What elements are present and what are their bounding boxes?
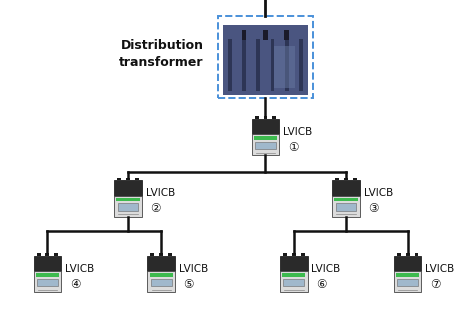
Bar	[263, 30, 268, 40]
Bar	[37, 279, 58, 286]
Bar	[151, 279, 172, 286]
Bar	[223, 25, 308, 94]
Bar	[168, 253, 172, 256]
Bar	[335, 178, 339, 180]
Bar	[34, 271, 61, 292]
Text: ①: ①	[288, 141, 298, 154]
Bar	[394, 256, 421, 271]
Text: Distribution
transformer: Distribution transformer	[119, 38, 204, 69]
Bar	[335, 198, 357, 201]
Bar	[280, 256, 308, 271]
Bar	[147, 256, 175, 271]
Bar	[254, 136, 277, 140]
Bar	[336, 203, 356, 211]
Bar	[114, 196, 142, 217]
Bar	[150, 253, 155, 256]
Bar	[301, 253, 305, 256]
Text: ⑥: ⑥	[316, 278, 327, 291]
Bar	[46, 253, 49, 256]
Bar	[283, 253, 287, 256]
Bar	[252, 134, 279, 155]
Bar	[397, 253, 401, 256]
Bar	[36, 253, 41, 256]
Bar	[147, 271, 175, 292]
Bar	[117, 198, 139, 201]
Text: ⑦: ⑦	[430, 278, 440, 291]
Bar	[284, 30, 289, 40]
Bar	[396, 273, 419, 277]
Bar	[159, 253, 163, 256]
Bar	[272, 116, 276, 119]
Text: ⑤: ⑤	[183, 278, 194, 291]
Bar	[299, 39, 303, 91]
Text: LVICB: LVICB	[179, 264, 208, 274]
Bar	[126, 178, 130, 180]
Bar	[218, 16, 313, 98]
Bar	[344, 178, 348, 180]
Bar	[150, 273, 173, 277]
Bar	[394, 271, 421, 292]
Bar	[34, 256, 61, 271]
Bar	[36, 273, 59, 277]
Text: ②: ②	[150, 202, 161, 215]
Text: LVICB: LVICB	[425, 264, 455, 274]
Bar	[271, 39, 274, 91]
Bar	[332, 196, 360, 217]
Text: ③: ③	[368, 202, 379, 215]
Bar	[397, 279, 418, 286]
Bar	[280, 271, 308, 292]
Bar	[114, 180, 142, 196]
Bar	[292, 253, 296, 256]
Bar	[252, 119, 279, 134]
Bar	[406, 253, 410, 256]
Bar	[135, 178, 139, 180]
Bar	[118, 203, 138, 211]
Bar	[353, 178, 357, 180]
Bar	[285, 39, 289, 91]
Bar	[54, 253, 58, 256]
Text: LVICB: LVICB	[146, 188, 175, 198]
Text: LVICB: LVICB	[283, 127, 312, 137]
Bar	[283, 279, 304, 286]
Bar	[274, 46, 295, 88]
Text: LVICB: LVICB	[311, 264, 341, 274]
Bar	[242, 39, 246, 91]
Bar	[332, 180, 360, 196]
Bar	[264, 116, 267, 119]
Bar	[256, 39, 260, 91]
Bar	[228, 39, 232, 91]
Bar	[242, 30, 246, 40]
Text: LVICB: LVICB	[364, 188, 393, 198]
Text: ④: ④	[70, 278, 80, 291]
Bar	[117, 178, 121, 180]
Bar	[283, 273, 305, 277]
Text: LVICB: LVICB	[65, 264, 94, 274]
Bar	[255, 142, 276, 149]
Bar	[414, 253, 419, 256]
Bar	[255, 116, 259, 119]
